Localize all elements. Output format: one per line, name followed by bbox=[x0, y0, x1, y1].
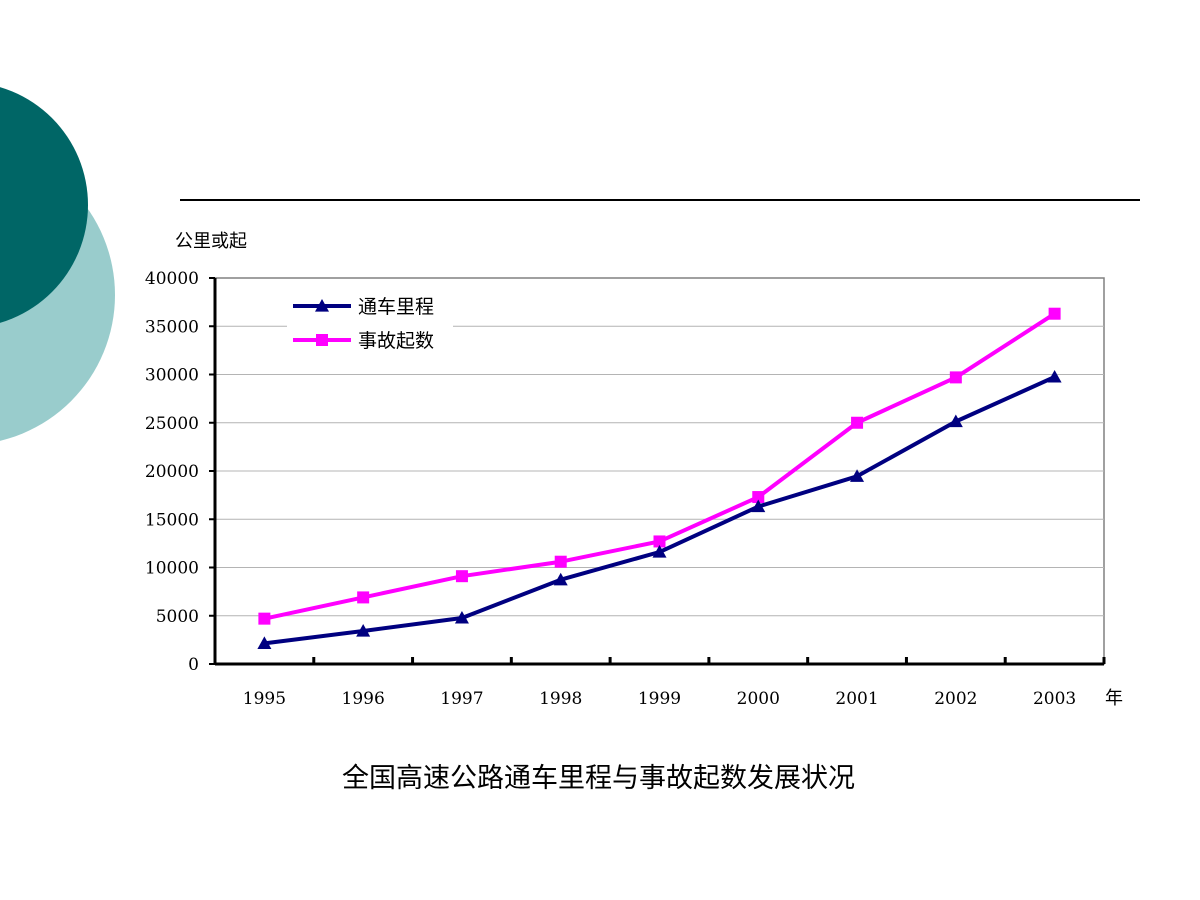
data-point-triangle bbox=[553, 572, 568, 586]
x-tick-labels: 1995 1996 1997 1998 1999 2000 2001 2002 2003 bbox=[243, 689, 1076, 709]
legend-item: 事故起数 bbox=[293, 330, 434, 352]
axes bbox=[209, 277, 1106, 666]
x-tick-label: 2002 bbox=[934, 689, 977, 709]
data-point-triangle bbox=[356, 623, 371, 637]
legend-box bbox=[287, 291, 453, 355]
y-tick-label: 20000 bbox=[145, 462, 199, 482]
data-point-triangle bbox=[454, 610, 469, 624]
chart: 0 5000 10000 15000 20000 25000 30000 35000 40000… bbox=[145, 231, 1123, 709]
y-tick-label: 10000 bbox=[145, 559, 199, 579]
y-tick-label: 30000 bbox=[145, 366, 199, 386]
chart-caption: 全国高速公路通车里程与事故起数发展状况 bbox=[0, 756, 1200, 795]
chart-caption-text: 全国高速公路通车里程与事故起数发展状况 bbox=[342, 763, 855, 794]
data-point-triangle bbox=[850, 469, 865, 482]
data-point-square bbox=[752, 491, 765, 504]
legend-item: 通车里程 bbox=[293, 296, 434, 318]
data-point-triangle bbox=[751, 499, 766, 513]
x-axis-label: 年 bbox=[1105, 688, 1123, 709]
data-point-triangle bbox=[948, 414, 963, 428]
data-point-square bbox=[851, 416, 864, 429]
y-tick-label: 0 bbox=[188, 655, 199, 675]
x-tick-label: 2000 bbox=[737, 689, 780, 709]
y-axis-label: 公里或起 bbox=[175, 231, 247, 252]
x-tick-label: 1998 bbox=[539, 689, 582, 709]
series-2 bbox=[258, 307, 1061, 625]
y-tick-label: 15000 bbox=[145, 510, 199, 530]
y-tick-label: 35000 bbox=[145, 317, 199, 337]
data-point-square bbox=[949, 371, 962, 384]
y-tick-label: 5000 bbox=[156, 607, 199, 627]
data-point-triangle bbox=[652, 545, 667, 558]
y-tick-labels: 0 5000 10000 15000 20000 25000 30000 35000 40000 bbox=[145, 269, 199, 675]
x-tick-label: 1995 bbox=[243, 689, 286, 709]
legend-marker-square bbox=[316, 334, 328, 346]
x-tick-label: 2003 bbox=[1033, 689, 1076, 709]
decorative-dark-circle bbox=[0, 87, 88, 323]
x-tick-label: 1996 bbox=[342, 689, 385, 709]
data-point-triangle bbox=[257, 636, 272, 649]
data-point-square bbox=[455, 570, 468, 583]
data-point-square bbox=[554, 555, 567, 568]
legend-marker-triangle bbox=[315, 299, 329, 312]
data-point-triangle bbox=[1047, 369, 1062, 383]
data-point-square bbox=[357, 591, 370, 604]
x-tick-label: 1997 bbox=[440, 689, 483, 709]
data-point-square bbox=[1048, 307, 1061, 320]
legend-label: 通车里程 bbox=[358, 296, 434, 318]
legend-label: 事故起数 bbox=[358, 330, 434, 352]
x-tick-label: 1999 bbox=[638, 689, 681, 709]
y-tick-label: 25000 bbox=[145, 414, 199, 434]
y-tick-label: 40000 bbox=[145, 269, 199, 289]
data-point-square bbox=[653, 535, 666, 548]
series-1 bbox=[257, 369, 1062, 649]
data-point-square bbox=[258, 612, 271, 625]
series-layer bbox=[257, 307, 1062, 649]
x-tick-label: 2001 bbox=[835, 689, 878, 709]
